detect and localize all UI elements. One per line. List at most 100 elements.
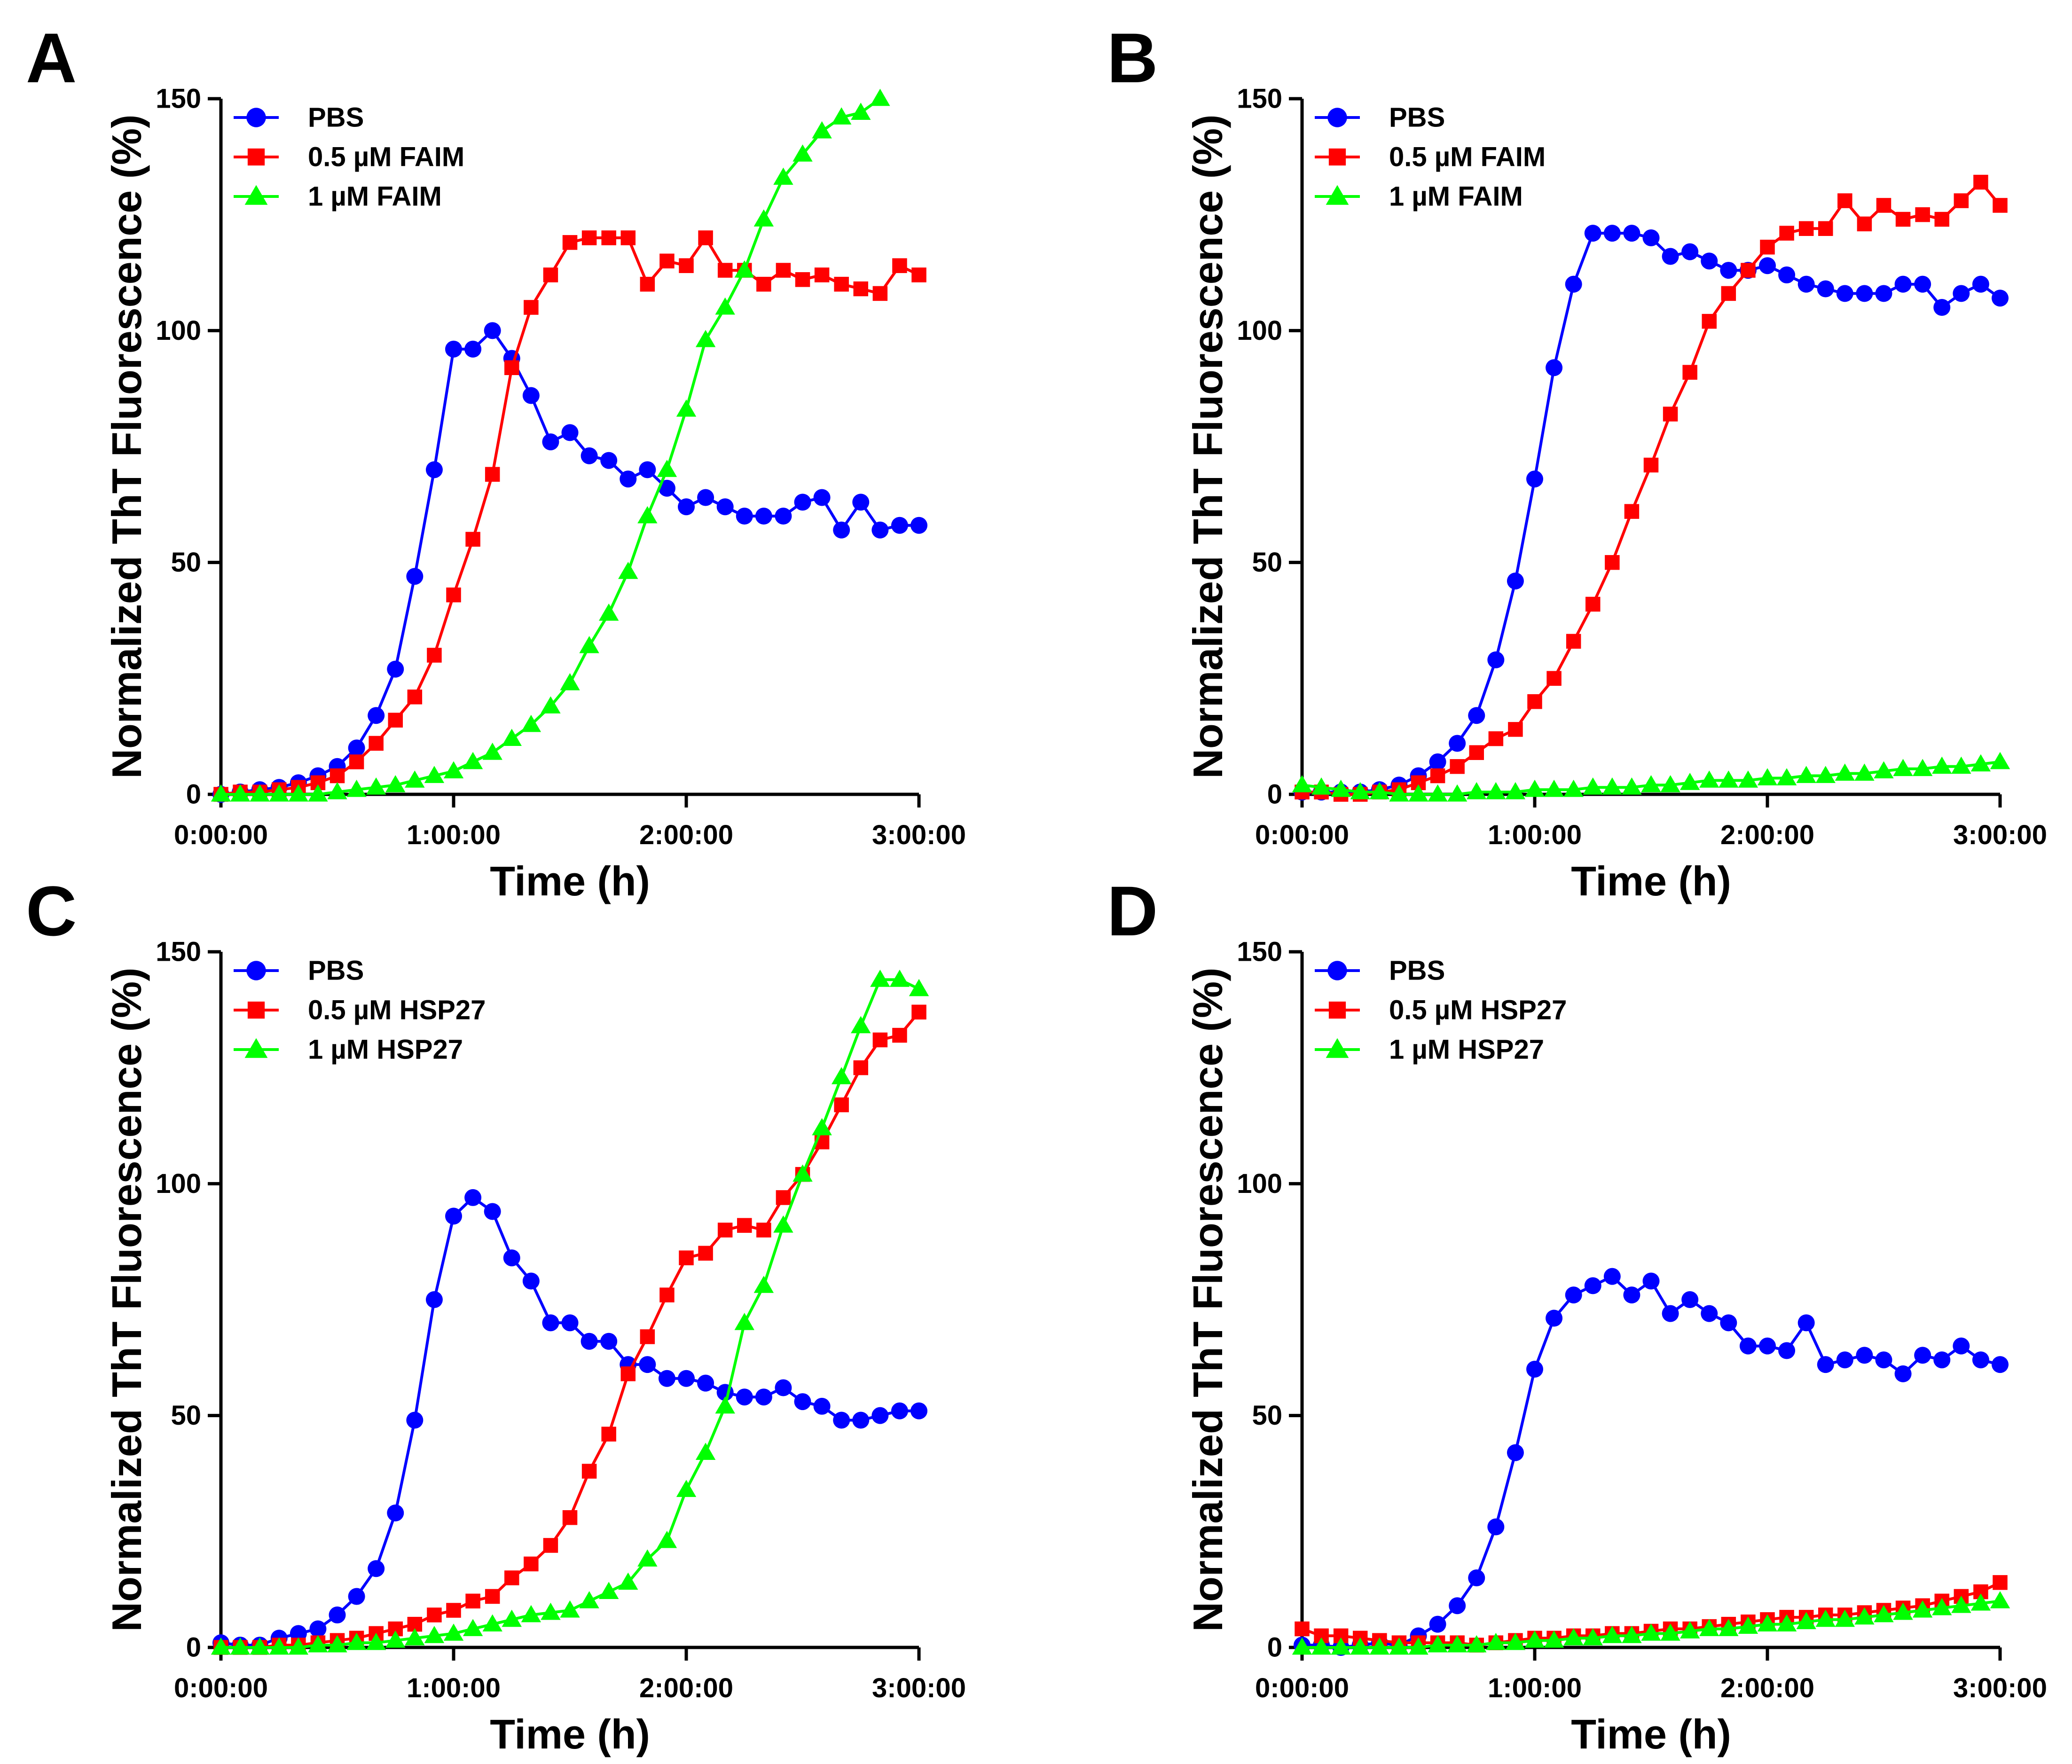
data-point xyxy=(482,1614,502,1632)
data-point xyxy=(872,286,888,301)
data-point xyxy=(1798,221,1814,236)
data-point xyxy=(1893,759,1913,776)
data-point xyxy=(717,263,733,278)
data-point xyxy=(870,88,890,106)
data-point xyxy=(327,1635,347,1653)
data-point xyxy=(1584,1277,1601,1294)
data-point xyxy=(1486,782,1506,800)
data-point xyxy=(560,1600,580,1618)
y-tick-label: 50 xyxy=(1252,547,1282,578)
y-axis-title: Normalized ThT Fluorescence (%) xyxy=(1185,967,1231,1631)
legend-label: 1 µM FAIM xyxy=(308,181,442,212)
data-point xyxy=(1641,775,1661,792)
data-point xyxy=(892,1027,907,1043)
legend-label: 1 µM FAIM xyxy=(1389,181,1523,212)
data-point xyxy=(852,494,870,511)
data-point xyxy=(250,784,270,802)
data-point xyxy=(1408,784,1428,802)
y-axis-title: Normalized ThT Fluorescence (%) xyxy=(103,114,150,778)
y-tick-label: 100 xyxy=(1237,1168,1282,1199)
data-point xyxy=(813,1397,831,1415)
data-point xyxy=(620,1366,636,1381)
data-point xyxy=(541,1602,561,1620)
data-point xyxy=(1933,1351,1951,1369)
data-point xyxy=(753,209,774,227)
data-point xyxy=(871,1407,889,1424)
data-point xyxy=(1701,252,1718,270)
data-point xyxy=(776,263,791,278)
x-tick-label: 1:00:00 xyxy=(407,1673,501,1703)
data-point xyxy=(1720,262,1737,279)
data-point xyxy=(697,1374,714,1392)
panel-letter: C xyxy=(26,871,77,950)
y-tick-label: 50 xyxy=(1252,1400,1282,1431)
legend-marker xyxy=(1327,108,1347,127)
data-point xyxy=(679,258,694,273)
data-point xyxy=(1565,1286,1582,1304)
data-point xyxy=(851,102,871,120)
data-point xyxy=(618,562,638,579)
legend-label: 0.5 µM FAIM xyxy=(308,142,464,172)
data-point xyxy=(1527,694,1542,709)
data-point xyxy=(891,1402,908,1419)
data-point xyxy=(368,707,385,724)
data-point xyxy=(678,498,695,516)
x-tick-label: 0:00:00 xyxy=(174,1673,268,1703)
data-point xyxy=(329,1606,346,1623)
data-point xyxy=(1933,299,1951,316)
legend-label: PBS xyxy=(308,956,364,986)
data-point xyxy=(1992,290,2009,307)
data-point xyxy=(1854,1607,1875,1625)
data-point xyxy=(484,322,501,339)
data-point xyxy=(1546,671,1562,686)
data-point xyxy=(443,1623,464,1641)
series-line xyxy=(220,236,920,796)
data-point xyxy=(1428,1635,1448,1653)
data-point xyxy=(775,508,792,525)
data-point xyxy=(543,267,558,282)
data-point xyxy=(1507,1444,1524,1461)
legend-marker xyxy=(1327,961,1347,980)
data-point xyxy=(502,729,522,746)
y-tick-label: 150 xyxy=(156,84,201,114)
data-point xyxy=(1797,275,1815,293)
data-point xyxy=(755,1388,772,1406)
data-point xyxy=(776,1190,791,1205)
data-point xyxy=(327,782,347,800)
data-point xyxy=(1972,1351,1989,1369)
data-point xyxy=(1874,1605,1894,1623)
data-point xyxy=(892,258,907,273)
data-point xyxy=(269,1637,289,1655)
data-point xyxy=(1524,779,1545,797)
legend: PBS 0.5 µM HSP27 1 µM HSP27 xyxy=(234,956,486,1065)
series-circle xyxy=(1294,1268,2009,1656)
data-point xyxy=(1526,1361,1543,1378)
data-point xyxy=(1776,768,1797,785)
data-point xyxy=(1701,1305,1718,1322)
data-point xyxy=(1741,263,1756,278)
data-point xyxy=(717,1223,733,1238)
data-point xyxy=(385,775,406,792)
data-point xyxy=(1681,243,1699,260)
data-point xyxy=(504,360,519,376)
data-point xyxy=(1854,763,1875,781)
data-point xyxy=(618,1572,638,1590)
data-point xyxy=(1680,773,1700,790)
data-point xyxy=(1914,275,1931,293)
x-tick-label: 1:00:00 xyxy=(407,820,501,850)
data-point xyxy=(910,517,927,534)
data-point xyxy=(1292,1637,1312,1655)
data-point xyxy=(484,1203,501,1220)
data-point xyxy=(485,1589,500,1604)
data-point xyxy=(1505,782,1526,800)
data-point xyxy=(911,267,926,282)
data-point xyxy=(1951,756,1971,774)
data-point xyxy=(812,1118,832,1136)
legend-marker xyxy=(246,108,266,127)
data-point xyxy=(1759,1337,1776,1355)
legend-marker xyxy=(1328,1001,1346,1019)
data-point xyxy=(406,568,424,585)
data-point xyxy=(1993,1575,2008,1590)
data-point xyxy=(1857,216,1872,232)
data-point xyxy=(657,460,677,477)
